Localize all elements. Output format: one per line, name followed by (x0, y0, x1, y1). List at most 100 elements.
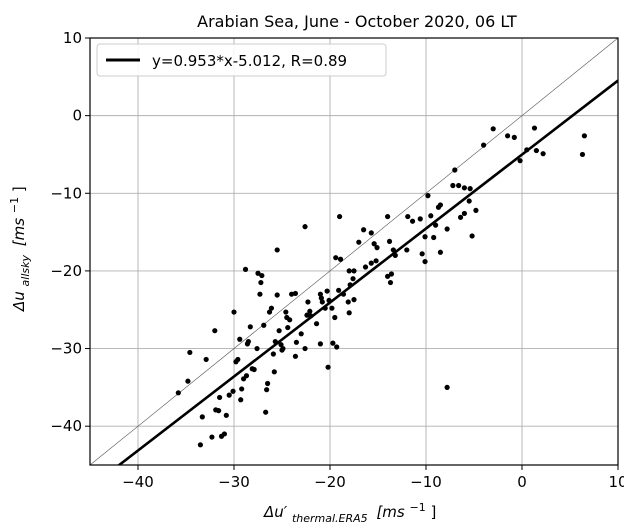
data-point (334, 344, 340, 350)
data-point (481, 142, 487, 148)
data-points (175, 125, 588, 448)
x-tick-label: −20 (314, 473, 346, 491)
data-point (289, 291, 295, 297)
x-axis-label-unit: [ms (376, 503, 404, 521)
data-point (271, 369, 277, 375)
data-point (461, 210, 467, 217)
y-axis-label-unit: [ms (10, 218, 28, 246)
y-tick-label: 0 (72, 107, 82, 125)
data-point (263, 409, 269, 415)
data-point (175, 390, 181, 396)
y-tick-label: −10 (50, 184, 82, 202)
data-point (274, 292, 280, 298)
data-point (469, 233, 475, 239)
data-point (422, 234, 428, 240)
data-point (387, 279, 394, 286)
data-point (405, 213, 411, 220)
data-point (304, 312, 310, 318)
data-point (218, 433, 225, 439)
data-point (456, 182, 462, 189)
data-point (340, 291, 347, 297)
data-point (386, 238, 393, 245)
data-point (285, 324, 291, 331)
data-point (581, 133, 588, 139)
data-point (511, 134, 517, 140)
identity-line-layer (89, 37, 619, 466)
data-point (337, 256, 344, 262)
data-point (255, 270, 261, 276)
data-point (209, 434, 215, 440)
data-point (259, 272, 265, 279)
data-point (428, 213, 434, 219)
data-point (249, 366, 255, 372)
y-tick-label: −40 (50, 417, 82, 435)
data-point (213, 407, 219, 413)
data-point (203, 356, 209, 363)
data-point (450, 182, 456, 189)
data-point (326, 297, 332, 304)
data-point (533, 147, 540, 154)
data-point (278, 342, 284, 348)
plot-frame (89, 37, 619, 466)
data-point (329, 305, 335, 311)
y-tick-label: −20 (50, 262, 82, 280)
data-point (325, 364, 331, 370)
data-point (425, 193, 431, 199)
data-point (231, 309, 237, 315)
data-point (373, 258, 379, 264)
data-point (330, 340, 336, 346)
x-tick-label: −40 (122, 473, 154, 491)
data-point (444, 384, 450, 390)
data-point (409, 218, 416, 224)
data-point (244, 341, 251, 347)
data-point (345, 299, 351, 305)
data-point (257, 291, 263, 297)
data-point (272, 338, 278, 345)
data-point (247, 324, 253, 330)
data-point (230, 388, 236, 394)
data-point (307, 308, 313, 314)
data-point (276, 328, 282, 334)
data-point (540, 151, 546, 157)
data-point (197, 442, 203, 448)
data-point (324, 288, 330, 294)
data-point (185, 378, 191, 384)
data-point (346, 268, 352, 274)
y-axis-ticks: −40 −30 −20 −10 0 10 (50, 29, 90, 435)
x-tick-label: 0 (517, 473, 527, 491)
data-point (333, 255, 339, 261)
data-point (284, 314, 290, 321)
data-point (351, 268, 357, 274)
data-point (241, 376, 247, 382)
data-point (452, 167, 458, 173)
data-point (435, 204, 442, 210)
data-point (422, 258, 428, 265)
data-point (292, 353, 299, 359)
y-axis-label: Δu allsky [ms −1 ] (4, 186, 33, 312)
data-point (362, 264, 369, 270)
x-tick-label: −30 (218, 473, 250, 491)
x-tick-label: −10 (410, 473, 442, 491)
data-point (226, 392, 232, 398)
data-point (505, 133, 511, 139)
data-point (318, 295, 324, 301)
data-point (261, 322, 267, 328)
x-axis-label-sub: thermal,ERA5 (292, 512, 368, 522)
data-point (371, 241, 377, 247)
data-point (368, 260, 374, 266)
data-point (237, 336, 243, 342)
data-point (265, 380, 271, 387)
data-point (388, 271, 395, 277)
data-point (268, 305, 275, 311)
fit-line (117, 79, 618, 465)
data-point (351, 297, 357, 303)
y-axis-label-sub: allsky (19, 254, 32, 286)
data-point (258, 279, 264, 286)
data-point (356, 239, 362, 245)
legend-box (96, 43, 387, 77)
y-axis-label-exp: −1 (8, 197, 21, 213)
data-point (437, 249, 443, 255)
data-point (302, 224, 308, 230)
data-point (313, 321, 320, 327)
